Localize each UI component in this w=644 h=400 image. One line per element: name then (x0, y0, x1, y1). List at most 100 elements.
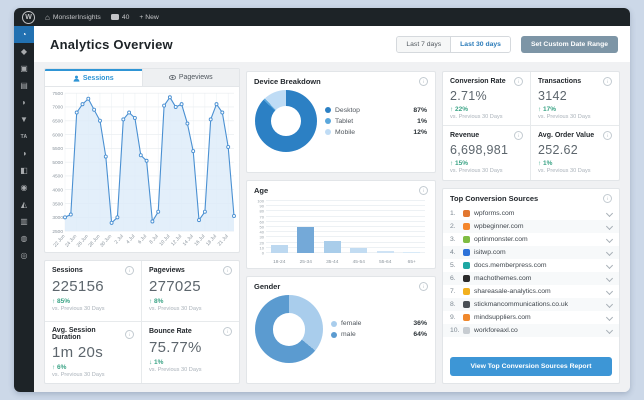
tab-pageviews[interactable]: Pageviews (141, 69, 240, 86)
source-rank: 1. (450, 210, 456, 217)
info-icon[interactable]: i (419, 77, 428, 86)
info-icon[interactable]: i (419, 282, 428, 292)
source-domain: wpforms.com (474, 210, 515, 217)
conversion-source-row[interactable]: 8. stickmancommunications.co.uk (443, 298, 619, 311)
set-custom-date-range-button[interactable]: Set Custom Date Range (520, 35, 618, 53)
sidebar-item-analytics[interactable]: ◍ (20, 234, 28, 243)
stat-comparison: vs. Previous 30 Days (538, 168, 591, 174)
last-30-days-button[interactable]: Last 30 days (450, 36, 510, 52)
conversion-source-row[interactable]: 9. mindsuppliers.com (443, 311, 619, 324)
favicon-icon (463, 288, 470, 295)
stat-comparison: vs. Previous 30 Days (538, 114, 591, 120)
stat-pageviews: Pageviews i 277025 ↑ 8% vs. Previous 30 … (142, 261, 239, 322)
info-icon[interactable]: i (603, 131, 612, 140)
sidebar-item-pages[interactable]: ▤ (20, 81, 28, 90)
info-icon[interactable]: i (223, 266, 232, 275)
svg-text:2 Jul: 2 Jul (114, 234, 125, 246)
chevron-down-icon[interactable] (605, 313, 614, 322)
sidebar-item-comments[interactable]: ◗ (21, 98, 27, 107)
conversion-source-row[interactable]: 7. shareasale-analytics.com (443, 285, 619, 298)
conversion-source-row[interactable]: 10. workforeaxl.co (443, 324, 619, 337)
chevron-down-icon[interactable] (605, 209, 614, 218)
svg-text:6000: 6000 (52, 132, 63, 138)
gender-legend: female 36% male 64% (331, 320, 427, 338)
conversion-source-row[interactable]: 5. docs.memberpress.com (443, 259, 619, 272)
favicon-icon (463, 262, 470, 269)
svg-text:4500: 4500 (52, 174, 63, 180)
conversion-sources-list: 1. wpforms.com 2. wpbeginner.com 3. opti… (443, 205, 619, 352)
age-bar-chart: 0 10 20 30 40 50 60 70 80 90 100 18-24 25… (253, 198, 427, 265)
stat-conversion-rate: Conversion Rate i 2.71% ↑ 22% vs. Previo… (443, 72, 531, 126)
info-icon[interactable]: i (514, 131, 523, 140)
conversion-source-row[interactable]: 1. wpforms.com (443, 207, 619, 220)
stat-comparison: vs. Previous 30 Days (149, 367, 202, 373)
legend-value: 1% (417, 117, 427, 125)
favicon-icon (463, 314, 470, 321)
source-rank: 7. (450, 288, 456, 295)
svg-text:12 Jul: 12 Jul (170, 234, 183, 248)
sidebar-item-appearance[interactable]: ◑ (21, 149, 27, 158)
dashboard-grid: Sessions Pageviews 2500 (34, 62, 630, 392)
info-icon[interactable]: i (514, 77, 523, 86)
stat-delta: ↑ 85% (52, 298, 71, 305)
info-icon[interactable]: i (125, 266, 134, 275)
chevron-down-icon[interactable] (605, 274, 614, 283)
sessions-line-chart: 2500 3000 3500 4000 4500 5000 5500 6000 … (45, 87, 239, 252)
new-content-menu[interactable]: + New (139, 13, 159, 21)
stat-comparison: vs. Previous 30 Days (52, 306, 105, 312)
source-domain: wpbeginner.com (474, 223, 524, 230)
favicon-icon (463, 223, 470, 230)
sidebar-item-dashboard[interactable]: ◔ (14, 26, 34, 43)
sidebar-item-ta-plugin[interactable]: TA (20, 133, 28, 140)
sidebar-item-users[interactable]: ◉ (20, 183, 28, 192)
overview-stats-grid: Sessions i 225156 ↑ 85% vs. Previous 30 … (44, 260, 240, 384)
svg-text:7500: 7500 (52, 91, 63, 97)
favicon-icon (463, 275, 470, 282)
legend-dot (325, 118, 331, 124)
chevron-down-icon[interactable] (605, 287, 614, 296)
admin-sidebar: ◔ ◆ ▣ ▤ ◗ ▼ TA ◑ ◧ ◉ ◭ ▥ ◍ ◎ (14, 26, 34, 392)
sidebar-item-posts[interactable]: ◆ (20, 47, 28, 56)
chevron-down-icon[interactable] (605, 248, 614, 257)
source-rank: 8. (450, 301, 456, 308)
info-icon[interactable]: i (419, 185, 428, 195)
stat-value: 75.77% (149, 339, 202, 356)
sidebar-item-tools[interactable]: ◭ (20, 200, 28, 209)
sidebar-item-feedback[interactable]: ▼ (20, 115, 28, 124)
stat-avg-session-duration: Avg. Session Duration i 1m 20s ↑ 6% vs. … (45, 322, 142, 383)
chevron-down-icon[interactable] (605, 261, 614, 270)
info-icon[interactable]: i (603, 194, 612, 203)
sidebar-item-collapse[interactable]: ◎ (20, 251, 28, 260)
conversion-source-row[interactable]: 6. machothemes.com (443, 272, 619, 285)
conversion-source-row[interactable]: 3. optinmonster.com (443, 233, 619, 246)
stat-delta: ↑ 22% (450, 106, 469, 113)
view-top-conversion-sources-report-button[interactable]: View Top Conversion Sources Report (450, 357, 612, 376)
chevron-down-icon[interactable] (605, 326, 614, 335)
legend-value: 64% (413, 331, 427, 339)
age-bar-35-44 (323, 241, 341, 253)
wp-admin-bar: W ⌂ MonsterInsights 40 + New (14, 8, 630, 26)
legend-value: 36% (413, 320, 427, 328)
wordpress-logo-icon[interactable]: W (22, 10, 35, 24)
conversion-source-row[interactable]: 4. isitwp.com (443, 246, 619, 259)
chevron-down-icon[interactable] (605, 300, 614, 309)
stat-comparison: vs. Previous 30 Days (52, 372, 105, 378)
chevron-down-icon[interactable] (605, 235, 614, 244)
sidebar-item-plugins[interactable]: ◧ (20, 166, 28, 175)
last-7-days-button[interactable]: Last 7 days (397, 36, 451, 52)
info-icon[interactable]: i (223, 327, 232, 336)
age-title: Age (254, 185, 269, 195)
stat-label: Transactions (538, 78, 582, 85)
source-domain: machothemes.com (474, 275, 532, 282)
stat-label: Avg. Session Duration (52, 327, 96, 341)
info-icon[interactable]: i (125, 329, 134, 339)
conversion-source-row[interactable]: 2. wpbeginner.com (443, 220, 619, 233)
site-menu[interactable]: ⌂ MonsterInsights (45, 13, 101, 22)
chevron-down-icon[interactable] (605, 222, 614, 231)
sidebar-item-media[interactable]: ▣ (20, 64, 28, 73)
comments-menu[interactable]: 40 (110, 14, 129, 21)
tab-sessions[interactable]: Sessions (45, 69, 142, 86)
info-icon[interactable]: i (603, 77, 612, 86)
sidebar-item-settings[interactable]: ▥ (20, 217, 28, 226)
source-domain: stickmancommunications.co.uk (474, 301, 569, 308)
